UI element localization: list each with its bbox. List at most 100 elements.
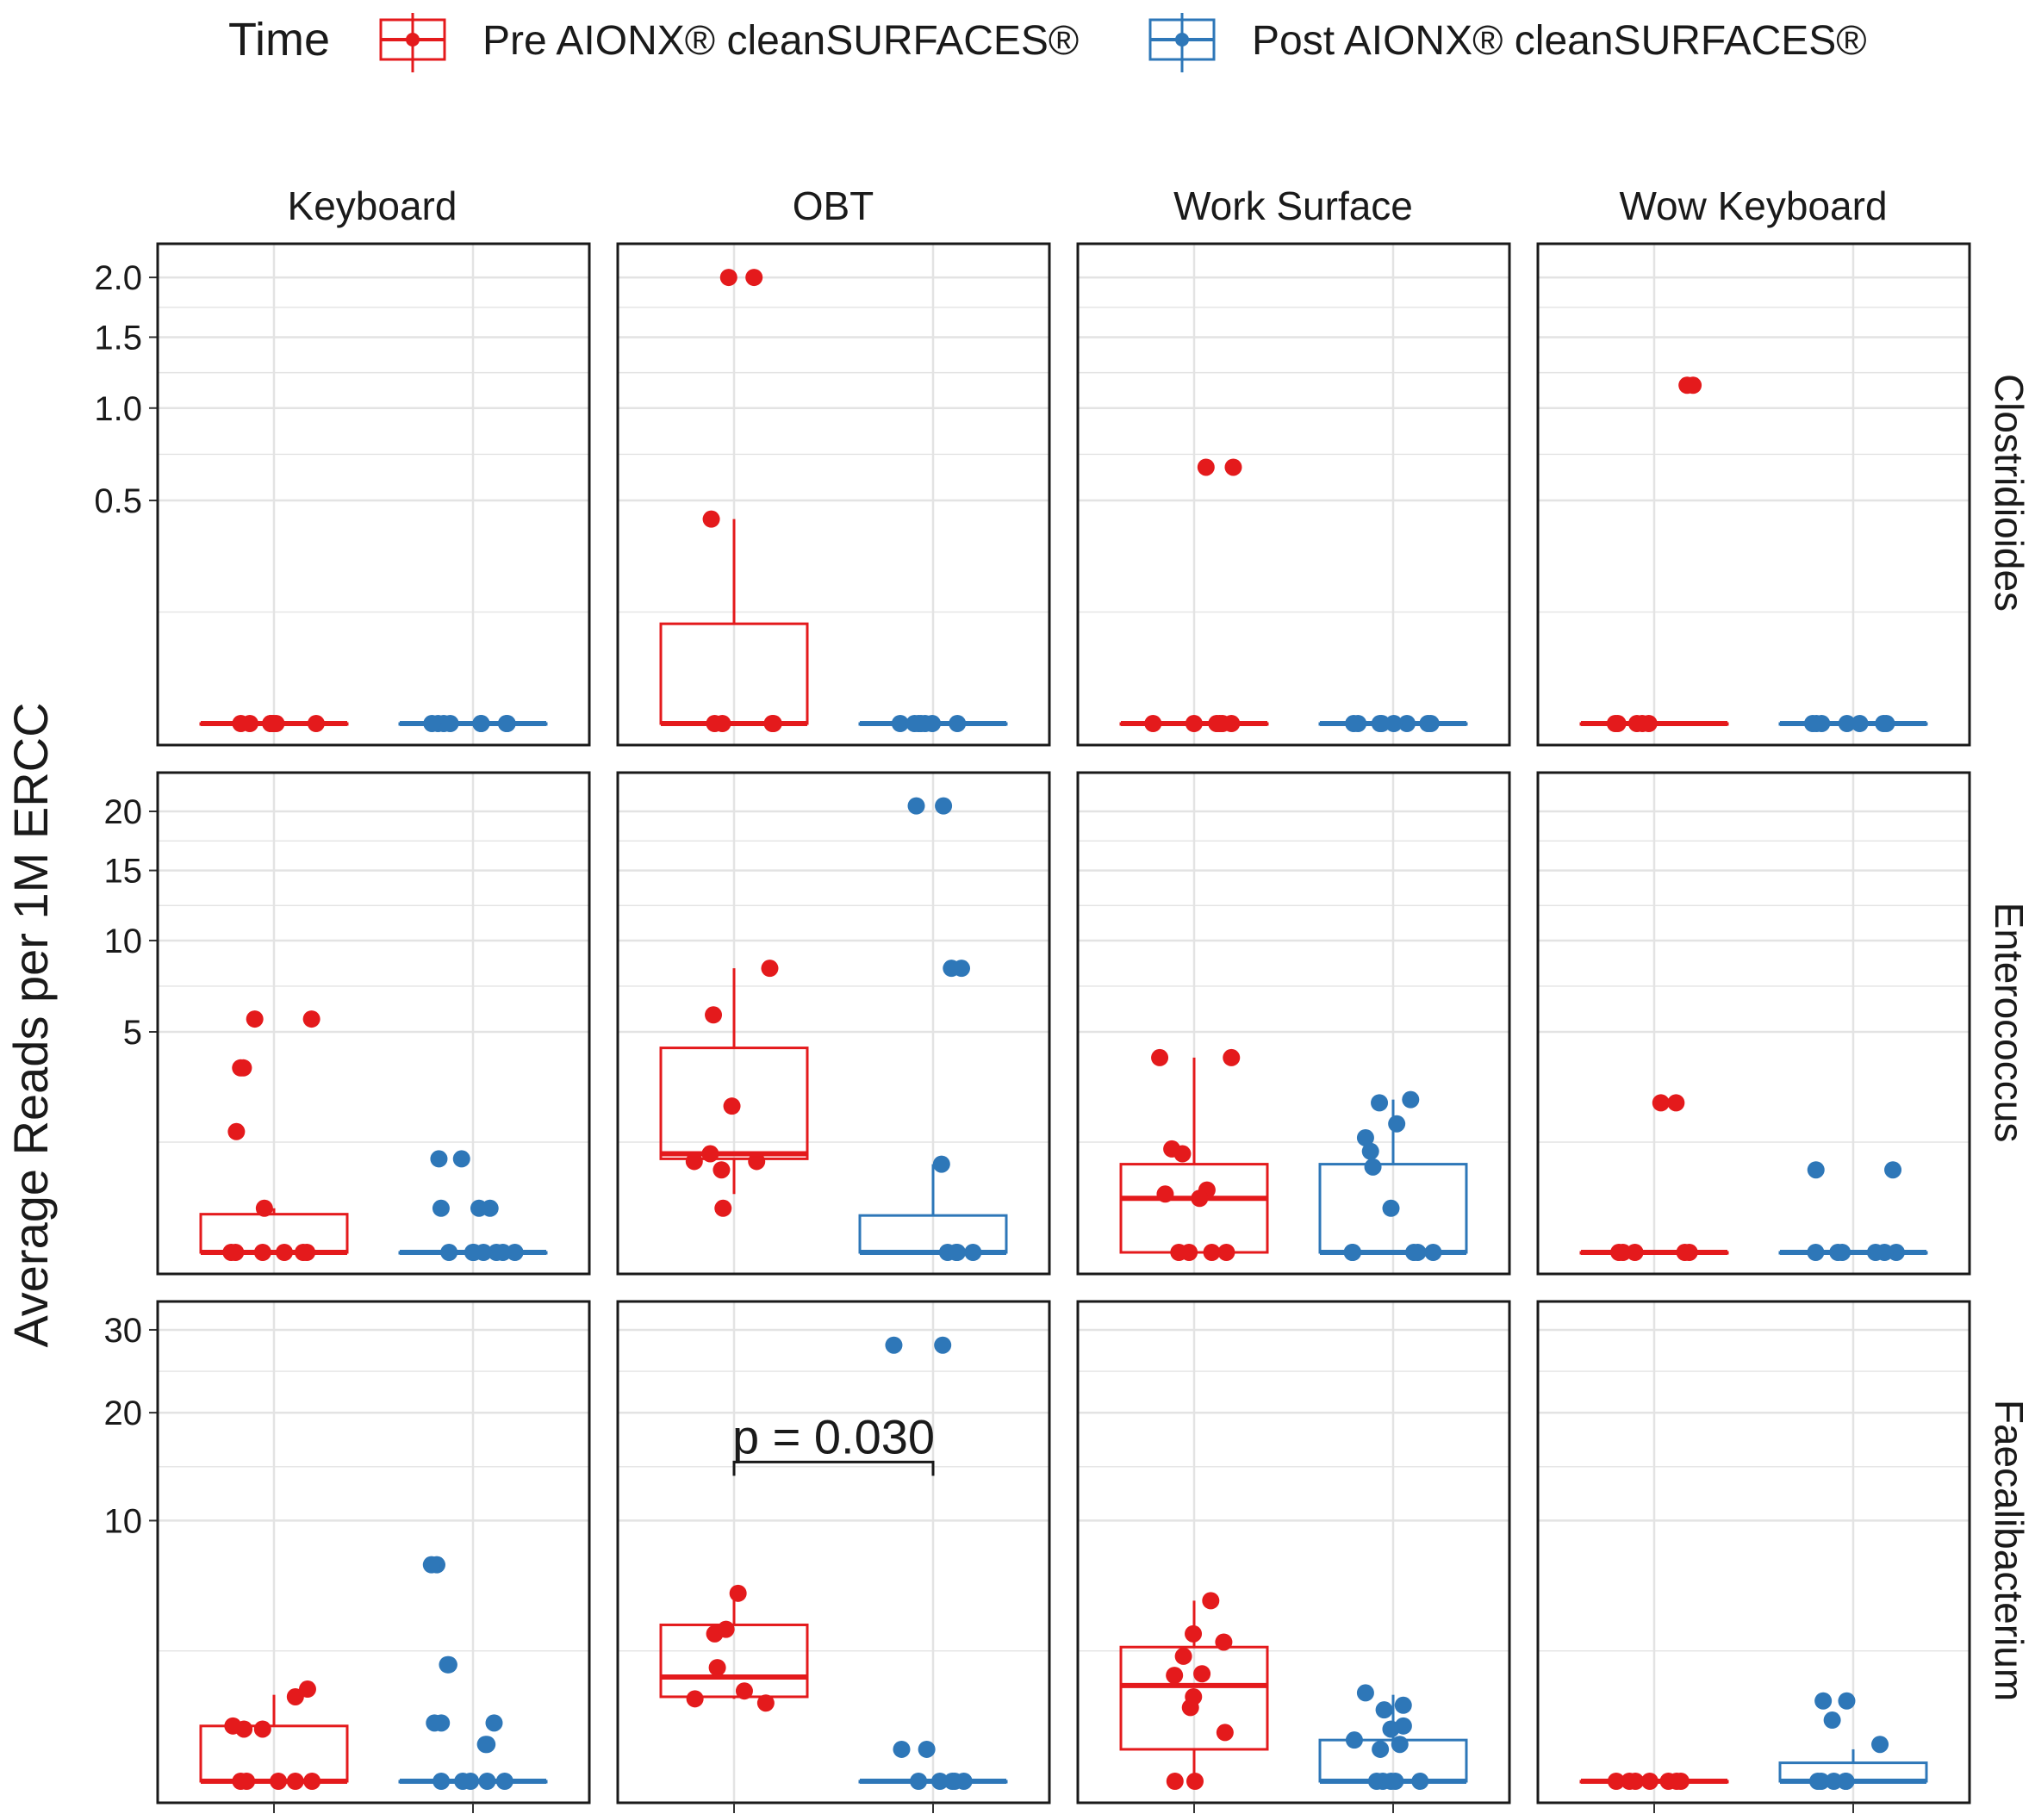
- data-point-post-5: [506, 1244, 524, 1261]
- panel-border: [616, 771, 1051, 1276]
- y-tick-label-r2-2: 10: [104, 1502, 143, 1540]
- box-pre: [1119, 1645, 1269, 1751]
- boxplot-post: [398, 1150, 548, 1261]
- data-point-post-0: [885, 1336, 903, 1354]
- data-point-pre-6: [706, 715, 724, 732]
- data-point-pre-6: [1606, 715, 1624, 732]
- y-tick-label-r0-1: 1.5: [94, 319, 142, 357]
- boxplot-pre: [1119, 458, 1269, 732]
- boxplot-post: [398, 715, 548, 732]
- data-point-pre-1: [1667, 1094, 1685, 1112]
- data-point-post-2: [1388, 1115, 1406, 1133]
- y-axis-title: Average Reads per 1M ERCC: [3, 702, 58, 1347]
- y-tick-label-r2-1: 20: [104, 1395, 143, 1432]
- data-point-pre-5: [1156, 1185, 1174, 1203]
- data-point-pre-0: [1652, 1094, 1670, 1112]
- y-tick-label-r2-0: 30: [104, 1312, 143, 1350]
- panel-r2-c1: [616, 1300, 1051, 1804]
- strip-label-enterococcus: Enterococcus: [1987, 903, 2032, 1143]
- data-point-post-0: [1807, 1161, 1825, 1179]
- data-point-pre-1: [1151, 1048, 1169, 1066]
- panel-r1-c2: [1076, 771, 1511, 1276]
- data-point-post-5: [916, 715, 934, 732]
- panel-border: [1536, 1300, 1971, 1804]
- data-point-pre-5: [1640, 715, 1658, 732]
- strip-label-keyboard: Keyboard: [288, 183, 457, 228]
- data-point-pre-5: [255, 1199, 273, 1217]
- data-point-post-5: [472, 715, 490, 732]
- data-point-post-0: [891, 715, 909, 732]
- boxplot-post: [1318, 1684, 1468, 1790]
- panel-r1-c3: [1536, 771, 1971, 1276]
- data-point-pre-9: [270, 1773, 288, 1790]
- data-point-pre-2: [723, 1097, 741, 1115]
- data-point-post-5: [426, 1714, 444, 1732]
- data-point-pre-3: [234, 1059, 252, 1077]
- boxplot-pre: [659, 1584, 809, 1712]
- data-point-pre-10: [1166, 1773, 1184, 1790]
- panel-r1-c1: [616, 771, 1051, 1276]
- data-point-post-0: [1402, 1090, 1420, 1109]
- data-point-pre-3: [1173, 1145, 1192, 1163]
- data-point-pre-5: [686, 1690, 704, 1708]
- data-point-pre-7: [303, 1773, 321, 1790]
- panel-border: [1536, 771, 1971, 1276]
- data-point-pre-7: [267, 715, 285, 732]
- legend-label-pre: Pre AIONX® cleanSURFACES®: [482, 18, 1079, 64]
- data-point-post-7: [1807, 1244, 1825, 1261]
- data-point-post-0: [1851, 715, 1869, 732]
- data-point-pre-4: [227, 1122, 246, 1140]
- data-point-post-4: [1361, 1142, 1379, 1160]
- boxplot-post: [1778, 715, 1928, 732]
- data-point-post-3: [943, 960, 961, 978]
- data-point-post-6: [1808, 1773, 1827, 1790]
- data-point-pre-6: [232, 715, 250, 732]
- data-point-pre-3: [253, 1720, 271, 1738]
- panel-r2-c3: [1536, 1300, 1971, 1804]
- data-point-pre-1: [1197, 458, 1215, 476]
- boxplot-pre: [659, 960, 809, 1217]
- data-point-post-3: [1871, 1736, 1889, 1754]
- data-point-post-7: [441, 715, 459, 732]
- data-point-post-2: [1823, 1711, 1841, 1730]
- y-tick-label-r1-2: 10: [104, 922, 143, 960]
- data-point-post-11: [1382, 1773, 1400, 1790]
- boxplot-post: [1778, 1692, 1928, 1790]
- data-point-pre-7: [1185, 715, 1203, 732]
- data-point-post-9: [1367, 1773, 1385, 1790]
- data-point-post-1: [422, 1556, 440, 1574]
- boxplot-post: [858, 1336, 1008, 1790]
- data-point-post-1: [934, 1336, 952, 1354]
- data-point-post-5: [964, 1244, 982, 1261]
- data-point-post-4: [497, 715, 515, 732]
- data-point-post-1: [1884, 1161, 1902, 1179]
- strip-label-work-surface: Work Surface: [1173, 183, 1413, 228]
- strip-label-faecalibacterium: Faecalibacterium: [1987, 1400, 2032, 1701]
- boxplot-post: [1778, 1161, 1928, 1261]
- data-point-post-6: [1876, 1244, 1894, 1261]
- data-point-post-6: [485, 1714, 503, 1732]
- data-point-post-1: [452, 1150, 470, 1168]
- data-point-pre-6: [286, 1773, 304, 1790]
- y-tick-label-r0-3: 0.5: [94, 482, 142, 520]
- data-point-post-5: [1345, 715, 1363, 732]
- data-point-pre-0: [246, 1010, 264, 1028]
- data-point-pre-6: [1213, 715, 1231, 732]
- y-tick-label-r1-1: 15: [104, 853, 143, 891]
- data-point-pre-4: [735, 1682, 753, 1700]
- boxplot-pre: [199, 715, 349, 732]
- data-point-pre-7: [1181, 1699, 1199, 1717]
- data-point-pre-1: [302, 1010, 320, 1028]
- data-point-post-1: [1371, 1094, 1389, 1112]
- data-point-post-3: [439, 1655, 457, 1674]
- data-point-pre-9: [253, 1244, 271, 1261]
- panel-border: [1536, 242, 1971, 747]
- data-point-post-6: [1813, 715, 1831, 732]
- data-point-pre-1: [719, 269, 737, 287]
- data-point-pre-4: [685, 1152, 703, 1171]
- data-point-post-8: [476, 1736, 495, 1754]
- data-point-pre-0: [1202, 1592, 1220, 1610]
- y-tick-label-r1-0: 20: [104, 793, 143, 831]
- box-pre: [659, 1623, 809, 1699]
- data-point-pre-4: [235, 1720, 253, 1738]
